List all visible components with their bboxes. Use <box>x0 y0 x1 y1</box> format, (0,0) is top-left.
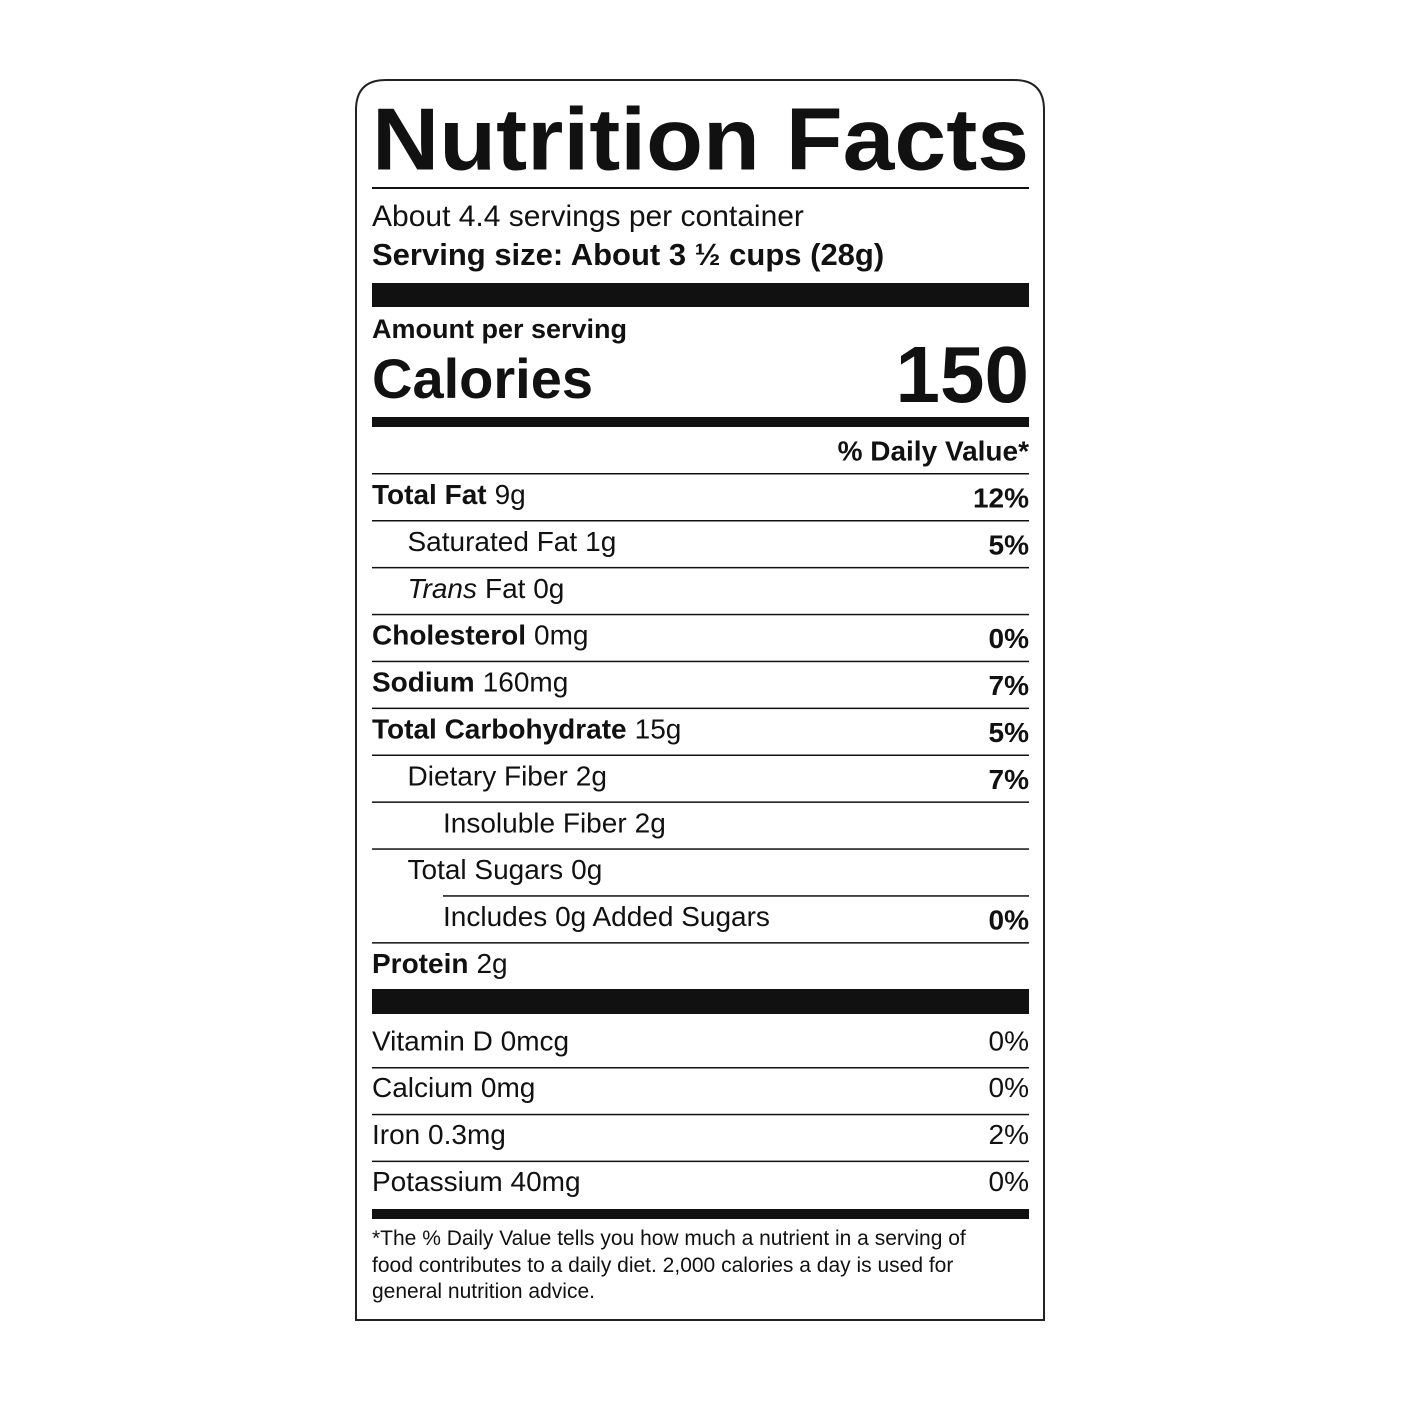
rule <box>372 707 1029 710</box>
vitamin-name: Calcium 0mg <box>372 1072 535 1103</box>
nutrient-amount: 160mg <box>483 667 569 698</box>
nutrient-amount: 0g <box>571 855 602 886</box>
rule <box>372 187 1029 189</box>
nutrient-name: Total Fat <box>372 479 487 510</box>
nutrient-row: Total Carbohydrate 15g <box>372 714 681 745</box>
rule <box>443 895 1029 897</box>
vitamin-dv: 0% <box>989 1072 1029 1103</box>
vitamin-dv: 2% <box>989 1119 1029 1150</box>
calories-value: 150 <box>896 330 1029 419</box>
thick-bar <box>372 989 1029 1014</box>
daily-value: 7% <box>989 764 1030 795</box>
nutrient-amount: 2g <box>476 948 507 979</box>
nutrient-name: Insoluble Fiber <box>443 808 627 839</box>
nutrient-row: Insoluble Fiber 2g <box>443 808 666 839</box>
vitamin-name: Iron 0.3mg <box>372 1119 506 1150</box>
rule <box>372 520 1029 522</box>
thick-bar <box>372 283 1029 307</box>
daily-value-header: % Daily Value* <box>838 435 1030 466</box>
nutrient-row: Total Fat 9g <box>372 479 526 510</box>
nutrient-amount: 1g <box>585 526 616 557</box>
nutrient-row: Dietary Fiber 2g <box>408 761 607 792</box>
rule <box>372 754 1029 756</box>
calories-label: Calories <box>372 347 593 410</box>
nutrient-amount: 0mg <box>534 620 588 651</box>
rule <box>372 942 1029 944</box>
nutrient-name: Includes 0g Added Sugars <box>443 901 770 932</box>
daily-value: 0% <box>989 904 1030 935</box>
rule <box>372 801 1029 803</box>
servings: About 4.4 servings per container <box>372 200 804 233</box>
daily-value: 0% <box>989 623 1030 654</box>
rule <box>372 1067 1029 1069</box>
daily-value: 5% <box>989 529 1030 560</box>
daily-value: 5% <box>989 717 1030 748</box>
vitamin-dv: 0% <box>989 1166 1029 1197</box>
vitamin-name: Potassium 40mg <box>372 1166 581 1197</box>
nutrient-name: Cholesterol <box>372 620 526 651</box>
nutrient-amount: 2g <box>576 761 607 792</box>
nutrient-amount: 9g <box>495 479 526 510</box>
rule <box>372 473 1029 475</box>
vitamin-name: Vitamin D 0mcg <box>372 1025 569 1056</box>
rule <box>372 566 1029 569</box>
rule <box>372 613 1029 616</box>
vitamin-dv: 0% <box>989 1025 1029 1056</box>
nutrient-row: Trans Fat 0g <box>408 573 565 604</box>
daily-value: 12% <box>973 482 1029 513</box>
thick-bar <box>372 1209 1029 1219</box>
nutrient-amount: Fat 0g <box>485 573 564 604</box>
nutrient-row: Total Sugars 0g <box>408 855 603 886</box>
title: Nutrition Facts <box>372 89 1029 188</box>
serving-size: Serving size: About 3 ½ cups (28g) <box>372 237 884 272</box>
nutrient-name: Sodium <box>372 667 475 698</box>
nutrient-name: Protein <box>372 948 468 979</box>
amount-per-serving: Amount per serving <box>372 314 627 344</box>
nutrient-name: Total Carbohydrate <box>372 714 627 745</box>
nutrient-row: Includes 0g Added Sugars <box>443 901 770 932</box>
footnote: *The % Daily Value tells you how much a … <box>372 1227 966 1303</box>
nutrient-name: Trans <box>408 573 478 604</box>
rule <box>372 1160 1029 1163</box>
nutrient-row: Cholesterol 0mg <box>372 620 589 651</box>
daily-value: 7% <box>989 670 1030 701</box>
nutrient-row: Sodium 160mg <box>372 667 568 698</box>
rule <box>372 848 1029 850</box>
nutrient-row: Saturated Fat 1g <box>408 526 617 557</box>
nutrient-name: Total Sugars <box>408 855 564 886</box>
rule <box>372 1113 1029 1116</box>
nutrient-amount: 2g <box>635 808 666 839</box>
nutrient-name: Saturated Fat <box>408 526 578 557</box>
thick-bar <box>372 417 1029 427</box>
rule <box>372 660 1029 663</box>
nutrient-name: Dietary Fiber <box>408 761 568 792</box>
nutrient-row: Protein 2g <box>372 948 508 979</box>
nutrient-amount: 15g <box>635 714 682 745</box>
